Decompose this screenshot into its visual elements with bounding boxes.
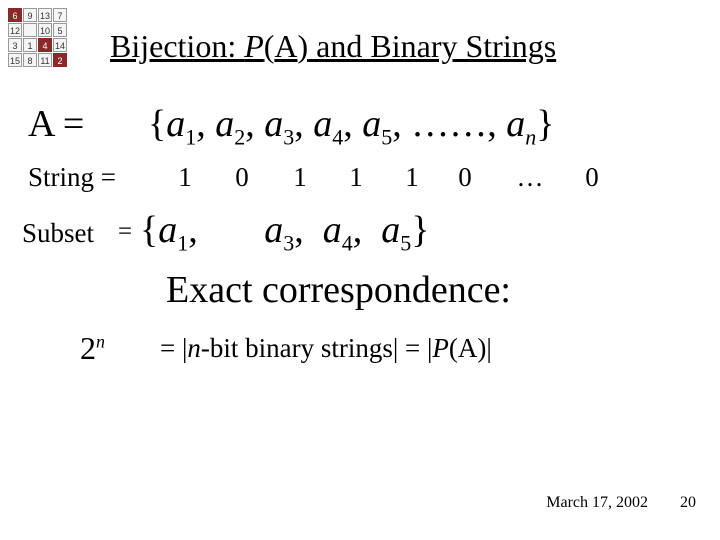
subset-close: } xyxy=(411,209,429,251)
title-paren-open: ( xyxy=(264,28,275,64)
icon-cell xyxy=(23,23,37,37)
A-lhs: A = xyxy=(28,103,84,145)
icon-cell: 3 xyxy=(8,38,22,52)
sa5: a xyxy=(381,209,400,251)
A-dots: , ……, xyxy=(392,103,506,145)
icon-cell: 14 xyxy=(53,38,67,52)
icon-cell: 6 xyxy=(8,8,22,22)
bit-2: 1 xyxy=(272,162,328,193)
bit-4: 1 xyxy=(384,162,440,193)
sa4: a xyxy=(323,209,342,251)
a4: a xyxy=(313,103,332,145)
subset-eq: = xyxy=(118,218,132,246)
icon-cell: 2 xyxy=(53,53,67,67)
A-set: {a1, a2, a3, a4, a5, ……, an} xyxy=(148,102,555,151)
string-label: String = xyxy=(28,162,116,193)
icon-cell: 5 xyxy=(53,23,67,37)
an-sub: n xyxy=(525,125,536,150)
nbit-eq: = xyxy=(160,333,182,363)
sa1: a xyxy=(158,209,177,251)
bit-1: 0 xyxy=(212,162,272,193)
icon-cell: 1 xyxy=(23,38,37,52)
title-A: A xyxy=(274,28,297,64)
nbit-bar2: | xyxy=(486,333,491,363)
icon-cell: 13 xyxy=(38,8,52,22)
bit-7: 0 xyxy=(570,162,614,193)
two-to-n: 2n xyxy=(80,330,105,367)
icon-cell: 15 xyxy=(8,53,22,67)
bit-ellipsis: … xyxy=(490,162,570,193)
slide-title: Bijection: P(A) and Binary Strings xyxy=(110,28,556,65)
sa3: a xyxy=(264,209,283,251)
nbit-Aarg: (A) xyxy=(449,333,486,363)
A-open: { xyxy=(148,103,166,145)
title-paren-close: ) xyxy=(298,28,309,64)
icon-cell: 8 xyxy=(23,53,37,67)
a3-sub: 3 xyxy=(283,125,294,150)
subset-open: { xyxy=(140,209,158,251)
a5: a xyxy=(362,103,381,145)
nbit-P: P xyxy=(432,333,449,363)
nbit-n: n xyxy=(187,333,201,363)
bit-0: 1 xyxy=(158,162,212,193)
a2-sub: 2 xyxy=(234,125,245,150)
footer-page: 20 xyxy=(680,494,696,512)
bit-3: 1 xyxy=(328,162,384,193)
title-suffix: and Binary Strings xyxy=(308,28,556,64)
icon-cell: 7 xyxy=(53,8,67,22)
exact-correspondence: Exact correspondence: xyxy=(166,268,511,312)
title-prefix: Bijection: xyxy=(110,28,244,64)
a1-sub: 1 xyxy=(185,125,196,150)
a1: a xyxy=(166,103,185,145)
title-P: P xyxy=(244,28,264,64)
a4-sub: 4 xyxy=(332,125,343,150)
icon-cell: 9 xyxy=(23,8,37,22)
icon-cell: 12 xyxy=(8,23,22,37)
two-exp: n xyxy=(96,331,105,351)
string-bits: 101110…0 xyxy=(158,162,614,193)
A-close: } xyxy=(536,103,554,145)
a5-sub: 5 xyxy=(381,125,392,150)
a3: a xyxy=(264,103,283,145)
bit-5: 0 xyxy=(440,162,490,193)
a2: a xyxy=(215,103,234,145)
subset-set: {a1, a3, a4, a5} xyxy=(140,208,430,257)
subset-label: Subset xyxy=(22,218,94,249)
icon-cell: 10 xyxy=(38,23,52,37)
slide-icon-grid: 691371210531414158112 xyxy=(8,8,67,67)
nbit-equality: = |n-bit binary strings| = |P(A)| xyxy=(160,333,492,364)
an: a xyxy=(506,103,525,145)
two-base: 2 xyxy=(80,330,96,366)
footer-date: March 17, 2002 xyxy=(546,494,648,512)
sa5-sub: 5 xyxy=(400,231,411,256)
nbit-mid: -bit binary strings| = | xyxy=(201,333,433,363)
sa1-sub: 1 xyxy=(177,231,188,256)
sa4-sub: 4 xyxy=(342,231,353,256)
line-A: A = {a1, a2, a3, a4, a5, ……, an} xyxy=(28,102,84,146)
icon-cell: 11 xyxy=(38,53,52,67)
sa3-sub: 3 xyxy=(283,231,294,256)
icon-cell: 4 xyxy=(38,38,52,52)
